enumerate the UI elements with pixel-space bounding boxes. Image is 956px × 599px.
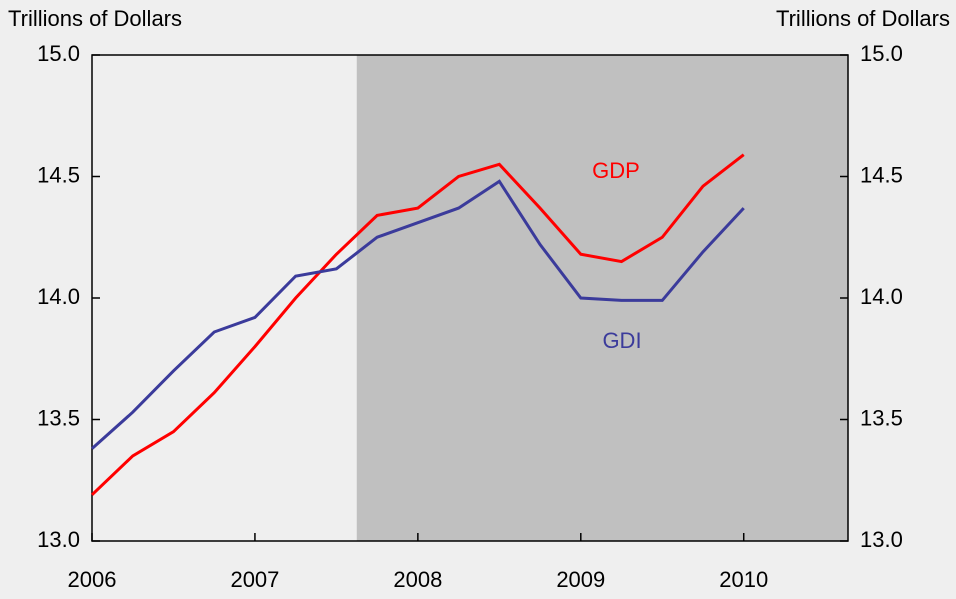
series-label: GDI (602, 328, 641, 353)
x-tick-label: 2010 (719, 567, 768, 592)
y2-tick-label: 13.0 (860, 527, 903, 552)
y-tick-label: 14.5 (37, 162, 80, 187)
x-tick-label: 2008 (393, 567, 442, 592)
y-tick-label: 13.0 (37, 527, 80, 552)
y2-tick-label: 14.0 (860, 284, 903, 309)
line-series (90, 179, 745, 450)
y2-tick-label: 15.0 (860, 41, 903, 66)
x-tick-label: 2009 (556, 567, 605, 592)
line-series (90, 153, 745, 496)
y-axis-label: Trillions of Dollars (8, 6, 182, 31)
y2-tick-label: 14.5 (860, 162, 903, 187)
y-tick-label: 15.0 (37, 41, 80, 66)
y-tick-label: 14.0 (37, 284, 80, 309)
x-tick-label: 2007 (230, 567, 279, 592)
series-label: GDP (592, 158, 640, 183)
x-tick-label: 2006 (68, 567, 117, 592)
y-tick-label: 13.5 (37, 405, 80, 430)
y2-axis-label: Trillions of Dollars (776, 6, 950, 31)
y2-tick-label: 13.5 (860, 405, 903, 430)
